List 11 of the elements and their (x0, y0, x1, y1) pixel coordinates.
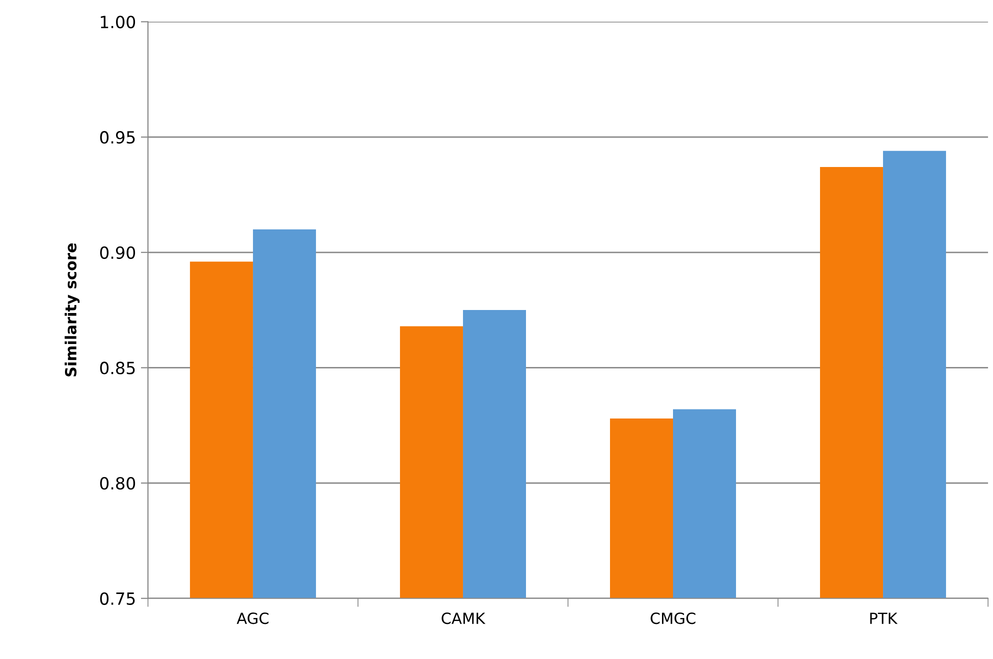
y-tick-label: 0.90 (100, 246, 136, 259)
y-tick-label: 1.00 (100, 16, 136, 28)
y-axis-title: Similarity score (64, 243, 80, 376)
y-tick-label: 0.80 (100, 477, 136, 490)
x-tick-label: PTK (870, 612, 898, 624)
x-tick-label: CAMK (442, 612, 486, 624)
x-tick-label: AGC (236, 612, 268, 624)
y-tick-label: 0.85 (100, 362, 135, 374)
y-tick-label: 0.75 (100, 592, 135, 605)
x-tick-label: CMGC (650, 612, 696, 624)
y-tick-label: 0.95 (100, 131, 135, 144)
